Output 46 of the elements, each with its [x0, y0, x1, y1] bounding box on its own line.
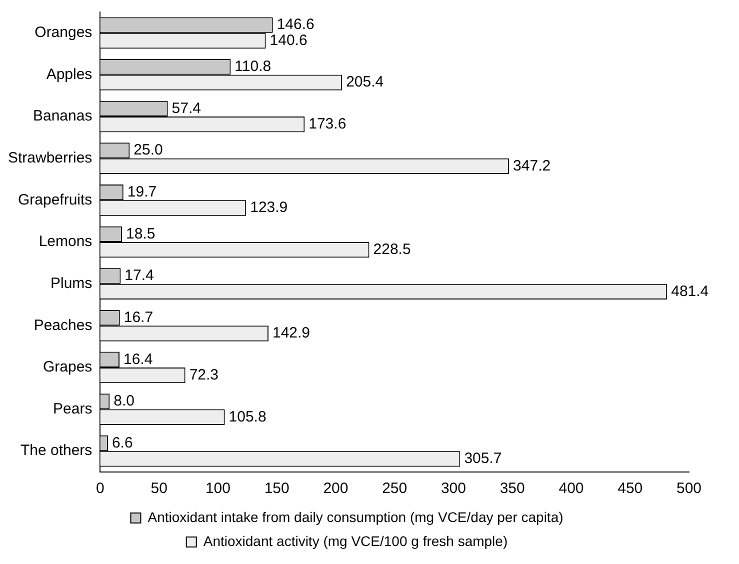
- data-label: 347.2: [513, 157, 551, 174]
- data-label: 142.9: [272, 324, 310, 342]
- data-label: 16.7: [124, 308, 154, 326]
- data-label: 25.0: [134, 142, 163, 159]
- data-label: 481.4: [671, 282, 709, 300]
- data-label: 8.0: [114, 392, 134, 410]
- data-label: 110.8: [234, 58, 272, 76]
- x-tick-label: 0: [96, 480, 104, 498]
- y-tick-label: Apples: [46, 66, 92, 83]
- x-tick-label: 500: [676, 480, 702, 498]
- data-label: 57.4: [172, 100, 201, 117]
- x-tick-label: 150: [264, 480, 290, 498]
- data-label: 18.5: [126, 225, 156, 242]
- y-tick-label: Plums: [50, 274, 92, 292]
- data-label: 140.6: [270, 32, 308, 49]
- y-tick-label: Grapefruits: [18, 191, 92, 208]
- y-tick-label: Lemons: [38, 233, 92, 250]
- data-label: 173.6: [308, 116, 346, 133]
- data-label: 305.7: [464, 450, 502, 468]
- data-label: 17.4: [124, 267, 154, 284]
- data-label: 19.7: [127, 183, 157, 200]
- y-tick-label: Peaches: [34, 316, 92, 334]
- x-tick-label: 200: [323, 480, 348, 498]
- data-label: 6.6: [112, 434, 133, 452]
- legend-label: Antioxidant activity (mg VCE/100 g fresh sample): [203, 532, 508, 549]
- y-tick-label: Oranges: [34, 24, 92, 42]
- legend-label: Antioxidant intake from daily consumption (mg VCE/day per capita): [148, 508, 564, 525]
- data-label: 72.3: [189, 366, 219, 384]
- data-label: 123.9: [250, 199, 288, 216]
- y-tick-label: Grapes: [42, 358, 92, 376]
- y-tick-label: Bananas: [32, 108, 92, 125]
- y-tick-label: Strawberries: [8, 150, 92, 167]
- y-tick-label: The others: [20, 442, 92, 460]
- data-label: 146.6: [276, 16, 314, 34]
- data-label: 228.5: [373, 240, 411, 258]
- x-tick-label: 400: [558, 480, 584, 498]
- data-label: 16.4: [124, 350, 153, 368]
- data-label: 105.8: [228, 408, 266, 426]
- x-tick-label: 350: [500, 480, 525, 498]
- data-label: 205.4: [346, 74, 384, 91]
- x-tick-label: 450: [618, 480, 643, 498]
- x-tick-label: 50: [150, 480, 168, 498]
- x-tick-label: 300: [440, 480, 466, 498]
- y-tick-label: Pears: [53, 400, 92, 418]
- x-tick-label: 100: [205, 480, 230, 498]
- x-tick-label: 250: [382, 480, 408, 498]
